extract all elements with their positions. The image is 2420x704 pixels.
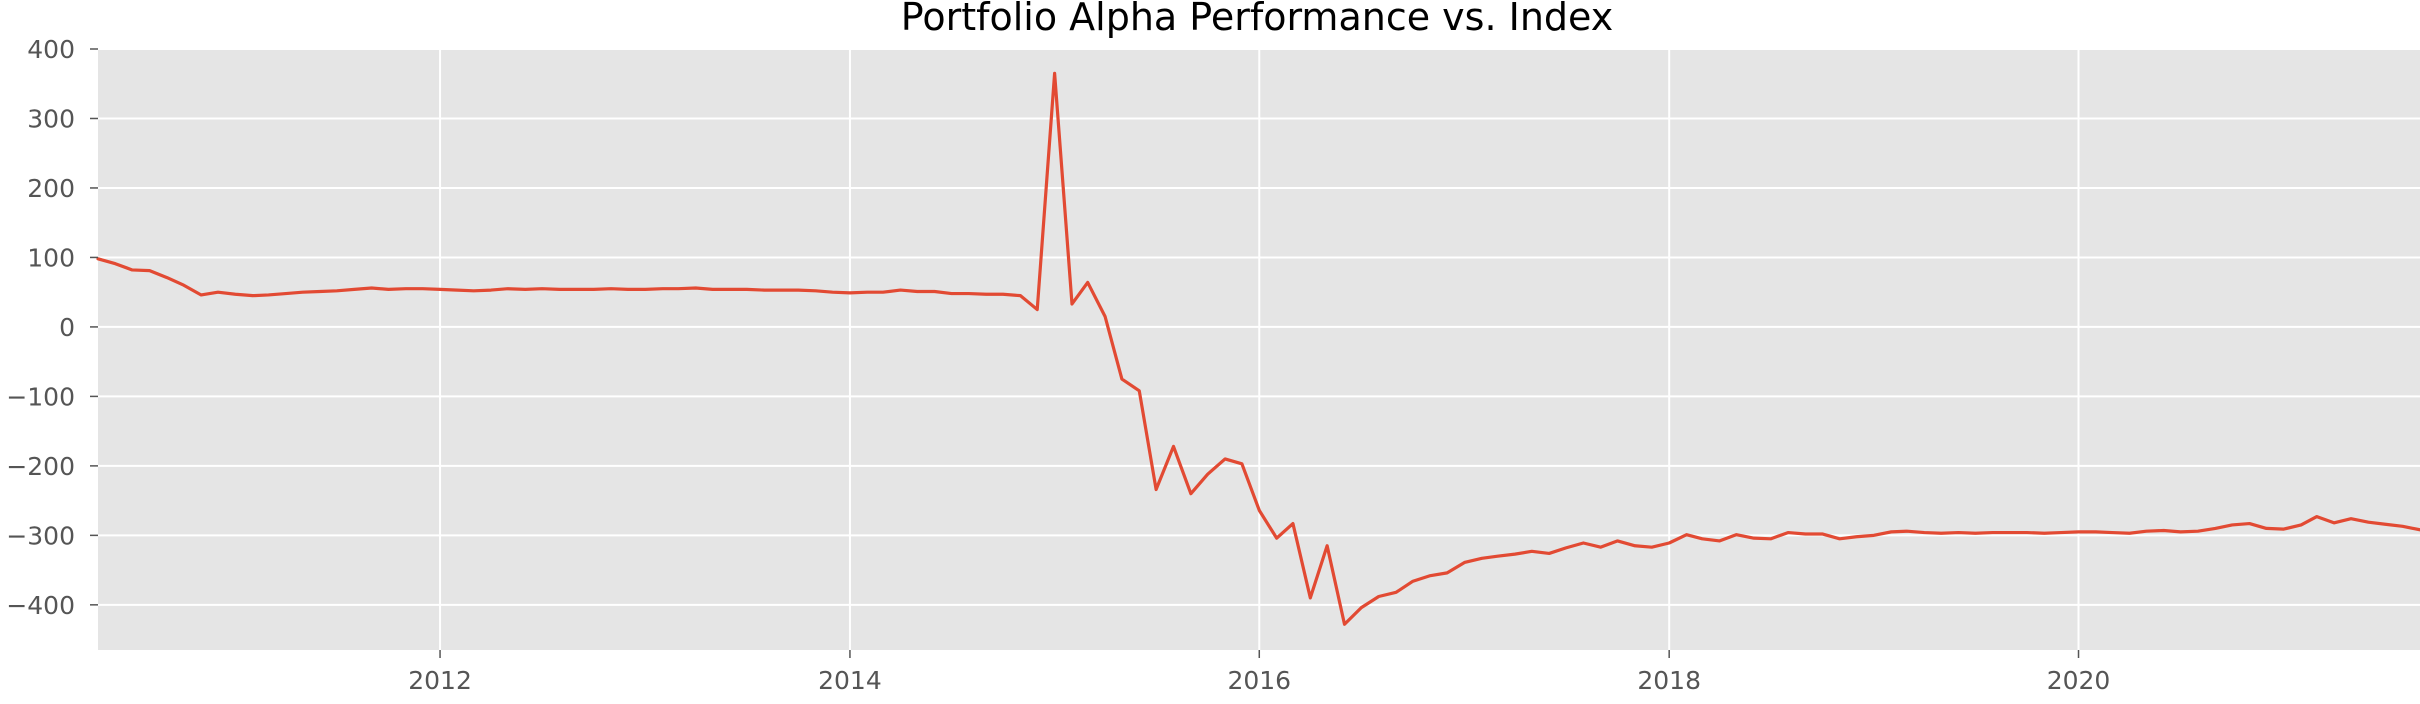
- y-tick-label: 200: [27, 174, 75, 203]
- y-tick-label: 300: [27, 104, 75, 133]
- x-gridlines: [439, 49, 2080, 650]
- series-layer: [96, 71, 2420, 626]
- x-tick-label: 2018: [1637, 666, 1701, 695]
- x-axis: 2012 2014 2016 2018 2020: [408, 650, 2110, 695]
- y-tick-label: −400: [6, 591, 75, 620]
- y-gridlines: [98, 48, 2420, 606]
- y-tick-label: 400: [27, 35, 75, 64]
- series-line-0: [96, 71, 2420, 626]
- y-tick-label: −200: [6, 452, 75, 481]
- y-tick-label: −100: [6, 382, 75, 411]
- x-tick-label: 2012: [408, 666, 472, 695]
- x-tick-label: 2016: [1227, 666, 1291, 695]
- y-tick-label: −300: [6, 521, 75, 550]
- x-tick-label: 2020: [2047, 666, 2111, 695]
- y-tick-label: 0: [59, 313, 75, 342]
- x-tick-label: 2014: [818, 666, 882, 695]
- chart-title: Portfolio Alpha Performance vs. Index: [901, 0, 1613, 39]
- y-tick-label: 100: [27, 243, 75, 272]
- y-axis: 400 300 200 100 0 −100 −200 −300 −400: [6, 35, 98, 620]
